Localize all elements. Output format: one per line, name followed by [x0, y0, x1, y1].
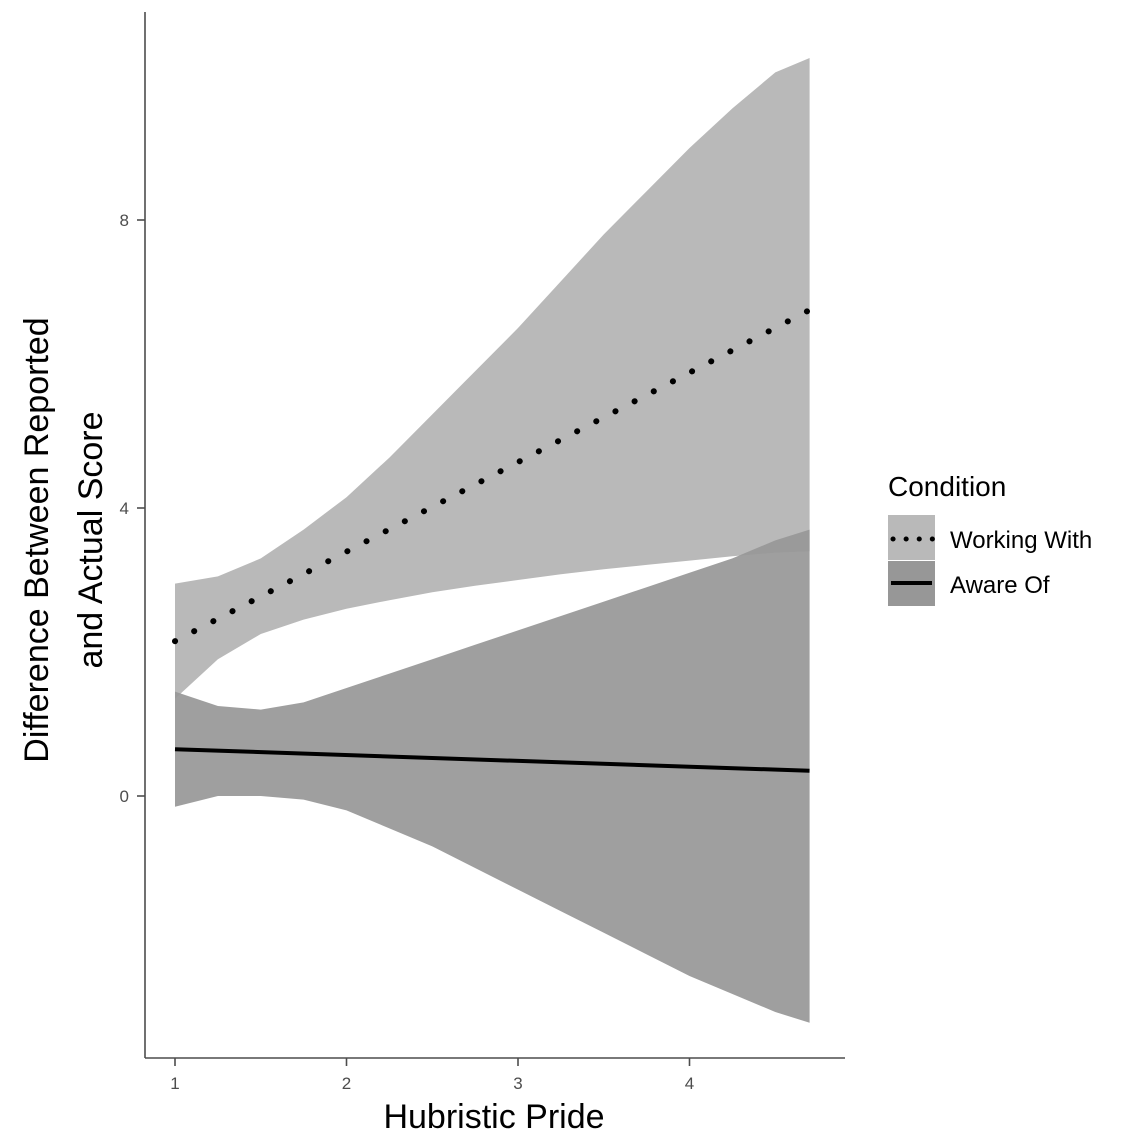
line-aware-of	[174, 747, 810, 773]
y-tick-label: 8	[120, 211, 129, 230]
y-axis-title-line-1: Difference Between Reported	[18, 317, 56, 762]
band-aware-of	[175, 529, 810, 1023]
y-tick-label: 0	[120, 787, 129, 806]
x-tick-label: 2	[342, 1074, 351, 1093]
x-tick-label: 3	[513, 1074, 522, 1093]
legend-label-working-with: Working With	[950, 527, 1092, 554]
x-tick-label: 4	[685, 1074, 694, 1093]
confidence-bands	[175, 58, 810, 1023]
legend-title: Condition	[888, 471, 1006, 502]
legend: Condition Working With Aware Of	[888, 471, 1092, 606]
series-lines	[172, 307, 813, 773]
axis-ticks: 1 2 3 4 0 4 8	[120, 211, 695, 1093]
band-working-with	[175, 58, 810, 699]
x-axis-title: Hubristic Pride	[383, 1098, 604, 1133]
legend-label-aware-of: Aware Of	[950, 572, 1050, 599]
legend-key-working-with	[888, 515, 935, 560]
y-axis-title: Difference Between Reported and Actual S…	[18, 317, 110, 762]
y-axis-title-line-2: and Actual Score	[72, 411, 110, 668]
y-tick-label: 4	[120, 499, 129, 518]
x-tick-label: 1	[170, 1074, 179, 1093]
